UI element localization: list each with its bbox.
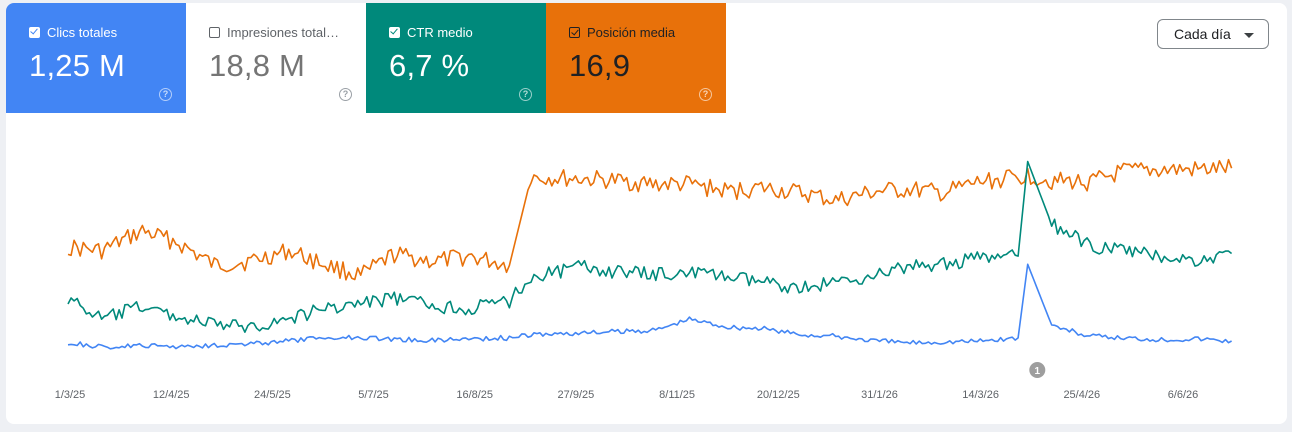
performance-chart: 1 1/3/25 12/4/25 24/5/25 5/7/25 16/8/25 27/9/2… [55,158,1233,401]
x-tick-label: 12/4/25 [153,389,190,401]
period-select[interactable]: Cada día [1157,19,1269,49]
question-circle-icon[interactable]: ? [159,88,172,101]
x-tick-label: 5/7/25 [358,389,389,401]
metric-position[interactable]: Posición media 16,9 ? [546,3,726,113]
x-tick-label: 24/5/25 [254,389,291,401]
metric-impressions-header: Impresiones total… [209,25,366,40]
annotation-label: 1 [1035,366,1041,377]
series-line-clics-totales [67,263,1232,350]
x-tick-label: 1/3/25 [55,389,86,401]
x-tick-label: 16/8/25 [456,389,493,401]
checkbox-checked-icon[interactable] [389,27,400,38]
metric-ctr[interactable]: CTR medio 6,7 % ? [366,3,546,113]
x-tick-label: 6/6/26 [1168,389,1199,401]
performance-card: Clics totales 1,25 M ? Impresiones total… [6,3,1287,424]
x-tick-label: 20/12/25 [757,389,800,401]
period-select-label: Cada día [1174,26,1231,42]
metric-ctr-header: CTR medio [389,25,546,40]
metric-clicks[interactable]: Clics totales 1,25 M ? [6,3,186,113]
metric-ctr-value: 6,7 % [389,48,470,83]
metric-position-header: Posición media [569,25,726,40]
annotation-marker[interactable] [1029,362,1046,378]
metric-clicks-value: 1,25 M [29,48,125,83]
x-tick-label: 27/9/25 [558,389,595,401]
checkbox-unchecked-icon[interactable] [209,27,220,38]
question-circle-icon[interactable]: ? [699,88,712,101]
x-tick-label: 25/4/26 [1063,389,1100,401]
caret-down-icon [1244,33,1254,38]
x-tick-label: 14/3/26 [962,389,999,401]
checkbox-checked-icon[interactable] [29,27,40,38]
metric-clicks-label: Clics totales [47,25,118,40]
series-line-posicion-media [67,158,1233,281]
metric-ctr-label: CTR medio [407,25,473,40]
x-tick-label: 8/11/25 [659,389,695,401]
metric-position-label: Posición media [587,25,676,40]
question-circle-icon[interactable]: ? [519,88,532,101]
question-circle-icon[interactable]: ? [339,88,352,101]
series-line-ctr-medio [67,160,1233,333]
metric-impressions-value: 18,8 M [209,48,305,83]
checkbox-checked-icon[interactable] [569,27,580,38]
metric-clicks-header: Clics totales [29,25,186,40]
metric-position-value: 16,9 [569,48,631,83]
metric-impressions[interactable]: Impresiones total… 18,8 M ? [186,3,366,113]
metric-tiles: Clics totales 1,25 M ? Impresiones total… [6,3,726,113]
x-tick-label: 31/1/26 [861,389,898,401]
metric-impressions-label: Impresiones total… [227,25,339,40]
